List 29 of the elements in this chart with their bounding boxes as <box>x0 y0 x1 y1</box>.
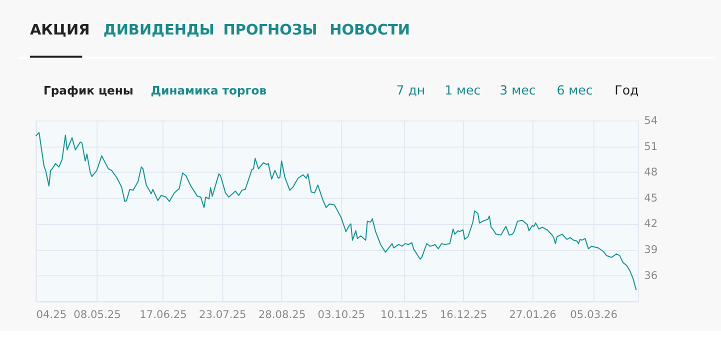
y-tick-label: 54 <box>644 114 658 127</box>
x-tick-label: 05.03.26 <box>570 308 618 322</box>
text: НОВОСТИ <box>330 22 410 39</box>
text: 6 мес <box>556 82 593 98</box>
x-tick-label: 17.06.25 <box>140 308 187 322</box>
text: 1 мес <box>444 82 481 98</box>
line-series <box>35 132 637 291</box>
x-tick-label: 03.10.25 <box>318 308 366 322</box>
x-tick-label: 16.12.25 <box>440 308 488 322</box>
text: ПРОГНОЗЫ <box>223 22 318 39</box>
text: 7 дн <box>396 82 426 98</box>
text: Динамика торгов <box>150 83 267 98</box>
y-tick-label: 51 <box>644 140 658 153</box>
x-tick-label: 23.07.25 <box>198 308 246 322</box>
y-tick-label: 48 <box>644 166 658 179</box>
x-tick-label: 10.11.25 <box>380 308 428 322</box>
y-tick-label: 45 <box>644 191 658 204</box>
text: Год <box>614 82 640 98</box>
x-tick-label: 08.05.25 <box>74 308 121 322</box>
text: График цены <box>43 83 134 98</box>
text: АКЦИЯ <box>30 22 90 39</box>
x-tick-label: 04.25 <box>36 308 67 322</box>
text: 3 мес <box>500 82 536 98</box>
x-tick-label: 27.01.26 <box>509 308 557 322</box>
y-tick-label: 39 <box>644 243 658 256</box>
x-tick-label: 28.08.25 <box>258 308 306 322</box>
y-tick-label: 36 <box>644 268 658 282</box>
y-tick-label: 42 <box>644 217 658 230</box>
text: ДИВИДЕНДЫ <box>103 22 214 39</box>
